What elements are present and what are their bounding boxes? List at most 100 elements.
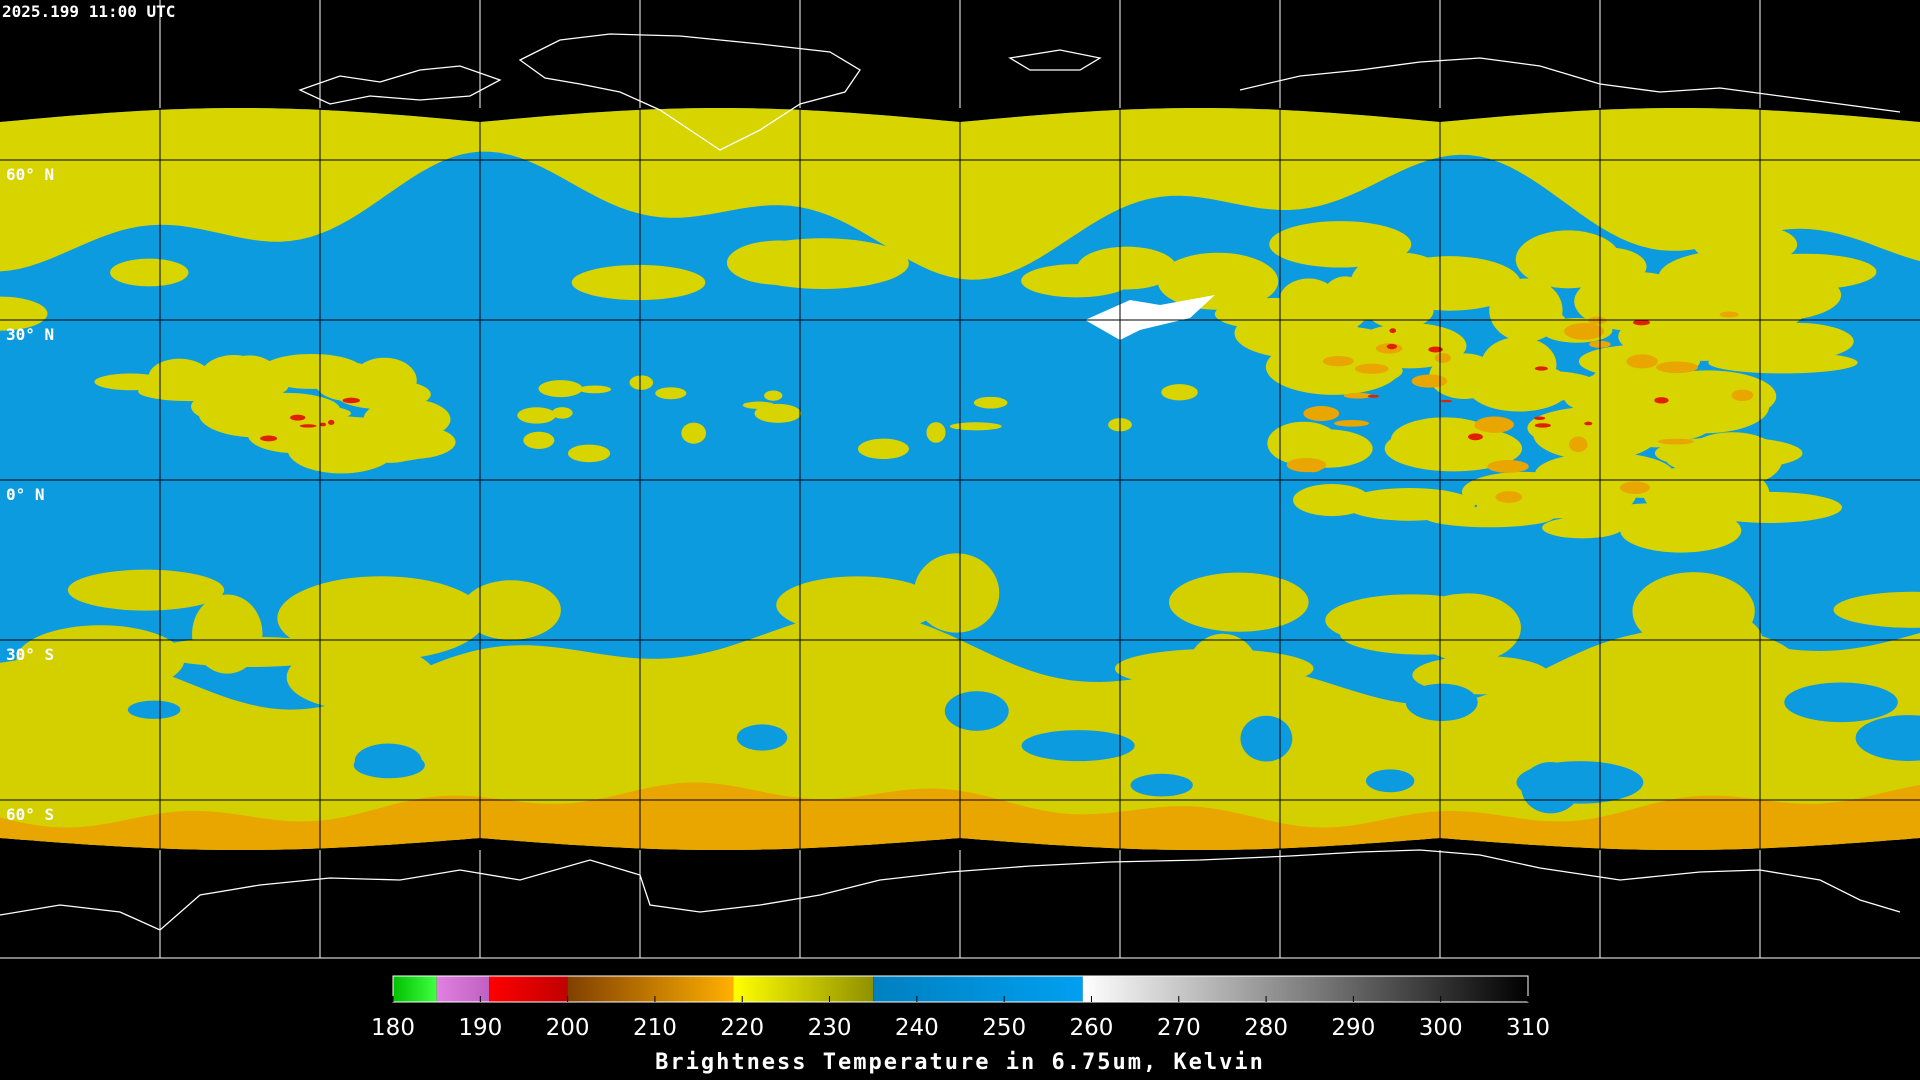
arctic-islands [298,49,1901,113]
cloud-feature [1325,594,1497,646]
cloud-feature [363,398,451,440]
cloud-feature [754,403,802,423]
cloud-feature [201,375,289,399]
cloud-feature [1487,460,1529,473]
cloud-feature [1668,284,1796,318]
cloud-feature [299,424,317,428]
cloud-feature [289,426,378,446]
coastlines [0,33,1901,931]
cloud-feature [1269,221,1412,268]
colorbar-frame [392,975,1529,1003]
cloud-feature [1584,421,1593,426]
cloud-feature [1495,491,1523,503]
cloud-feature [1293,483,1371,517]
cloud-feature [567,444,611,463]
latitude-label: 30° S [6,645,54,664]
cloud-feature [0,296,48,331]
cloud-feature [314,362,382,401]
cloud-feature [1656,361,1698,374]
cloud-feature [1286,457,1327,473]
cloud-feature [1574,271,1695,331]
cloud-feature [944,691,1009,731]
cloud-feature [1474,421,1490,431]
cloud-feature [1311,285,1410,321]
cloud-feature [153,636,349,667]
latitude-label: 60° N [6,165,54,184]
colorbar-segment [489,976,568,1002]
colorbar-tick-label: 250 [982,1015,1026,1041]
colorbar-tick-label: 280 [1244,1015,1288,1041]
cloud-feature [1411,374,1448,388]
cloud-feature [578,385,612,394]
cloud-feature [1855,715,1920,761]
colorbar-segment [873,976,1083,1002]
cloud-feature [1434,353,1451,363]
cloud-feature [726,240,831,285]
colorbar-segment [733,976,874,1002]
cloud-feature [551,407,573,419]
cloud-feature [1534,416,1546,420]
cloud-feature [681,422,707,444]
cloud-feature [1521,762,1581,814]
latitude-label: 60° S [6,805,54,824]
graticule [0,0,1920,959]
cloud-feature [523,431,555,449]
cloud-feature [1619,481,1650,494]
colorbar-tick-label: 260 [1070,1015,1114,1041]
cloud-feature [1240,715,1293,762]
cloud-feature [1343,392,1373,399]
cloud-feature [1731,389,1754,402]
cloud-feature [949,422,1002,431]
cloud-feature [926,422,946,443]
cloud-feature [1564,322,1605,340]
colorbar-segment [436,976,490,1002]
cloud-feature [1657,438,1695,445]
cloud-feature [1114,648,1314,689]
cloud-feature [973,396,1008,409]
colorbar: 180 190 200 210 220 230 240 250 260 270 280 290 300 3… [371,975,1550,1041]
antarctica-outline [0,849,1901,931]
colorbar-tick-label: 300 [1419,1015,1463,1041]
cloud-feature [1534,423,1551,428]
colorbar-tick-label: 310 [1506,1015,1550,1041]
cloud-feature [1168,572,1309,632]
colorbar-tick-label: 210 [633,1015,677,1041]
colorbar-tick-label: 290 [1331,1015,1375,1041]
cloud-feature [1437,364,1528,390]
cloud-feature [260,435,278,442]
cloud-feature [354,743,422,778]
cloud-feature [1322,356,1354,367]
cloud-feature [629,375,654,390]
cloud-feature [1694,472,1766,515]
cloud-feature [461,580,561,640]
cloud-feature [16,625,185,694]
colorbar-segment [1082,976,1528,1002]
cloud-feature [277,576,486,660]
cloud-feature [1468,433,1483,441]
cloud-feature [736,724,788,751]
cloud-feature [1569,436,1588,453]
cloud-feature [1161,384,1198,401]
cloud-feature [1157,252,1279,310]
latitude-label: 0° N [6,485,45,504]
colorbar-segment [393,976,437,1002]
cloud-feature [1833,591,1920,628]
cloud-feature [571,264,706,301]
cloud-feature [1365,769,1415,793]
cloud-feature [1534,452,1675,496]
cloud-feature [1386,343,1398,350]
colorbar-tick-label: 270 [1157,1015,1201,1041]
cloud-feature [1476,494,1596,520]
colorbar-segment [567,976,734,1002]
cloud-feature [1130,773,1193,797]
cloud-feature [1405,683,1478,722]
cloud-feature [538,380,583,398]
cloud-feature [94,373,167,391]
cloud-feature [1654,437,1803,470]
cloud-feature [1265,338,1402,395]
cloud-feature [327,419,335,425]
colorbar-tick-label: 190 [458,1015,502,1041]
cloud-feature [1303,406,1340,422]
cloud-feature [1389,328,1397,334]
